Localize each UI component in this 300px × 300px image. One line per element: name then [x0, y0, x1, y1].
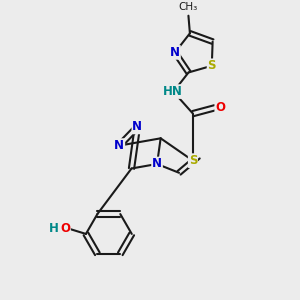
Text: S: S	[189, 154, 197, 167]
Text: N: N	[152, 158, 162, 170]
Text: N: N	[170, 46, 180, 59]
Text: O: O	[215, 101, 225, 114]
Text: S: S	[208, 59, 216, 72]
Text: HN: HN	[162, 85, 182, 98]
Text: N: N	[132, 121, 142, 134]
Text: H: H	[49, 222, 58, 235]
Text: N: N	[114, 139, 124, 152]
Text: CH₃: CH₃	[179, 2, 198, 12]
Text: O: O	[60, 222, 70, 235]
